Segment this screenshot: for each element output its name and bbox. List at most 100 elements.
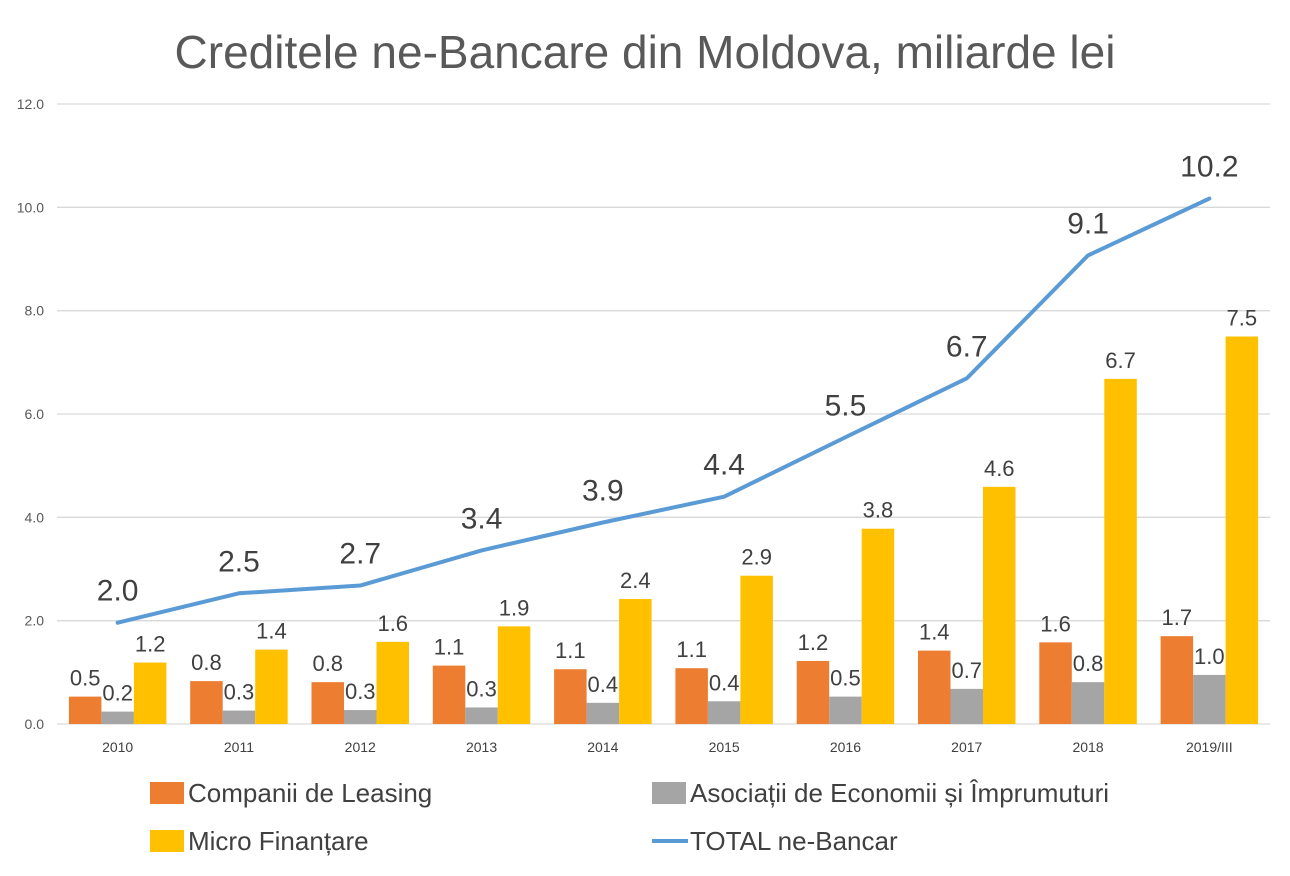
bar-asocia-ii-de-economii-i-mprumuturi (707, 701, 741, 724)
legend-swatch (150, 782, 184, 804)
x-category-label: 2017 (951, 739, 982, 755)
total-data-label: 6.7 (946, 330, 988, 363)
bar-companii-de-leasing (68, 696, 102, 724)
bar-micro-finan-are (497, 626, 531, 724)
data-labels: 0.50.8 0.81.1 1.1 1.1 1.2 1.4 1.6 1.70.2 0.3 0.3 0… (70, 151, 1257, 706)
bar-data-label: 1.0 (1194, 644, 1225, 669)
bar-companii-de-leasing (796, 660, 830, 724)
bar-data-label: 0.8 (312, 651, 343, 676)
x-category-label: 2018 (1072, 739, 1103, 755)
y-tick-label: 10.0 (17, 199, 44, 215)
bar-asocia-ii-de-economii-i-mprumuturi (344, 710, 377, 724)
bar-micro-finan-are (376, 641, 409, 724)
bar-data-label: 0.8 (1073, 651, 1104, 676)
y-tick-label: 0.0 (25, 716, 45, 732)
x-category-label: 2011 (224, 739, 254, 755)
bar-data-label: 0.8 (191, 650, 222, 675)
bar-data-label: 0.2 (102, 681, 133, 706)
bar-micro-finan-are (133, 662, 167, 724)
bars (68, 336, 1259, 724)
bar-data-label: 7.5 (1227, 306, 1258, 331)
total-data-label: 10.2 (1180, 151, 1238, 184)
bar-data-label: 0.5 (70, 666, 101, 691)
legend: Companii de Leasing Asociații de Economii… (150, 778, 1109, 856)
bar-asocia-ii-de-economii-i-mprumuturi (1071, 682, 1105, 724)
bar-data-label: 4.6 (984, 456, 1015, 481)
legend-label: Micro Finanțare (188, 826, 369, 856)
bar-data-label: 1.4 (919, 620, 950, 645)
bar-asocia-ii-de-economii-i-mprumuturi (829, 696, 862, 724)
total-data-label: 2.0 (97, 575, 139, 608)
bar-data-label: 1.1 (555, 638, 586, 663)
total-line (115, 196, 1212, 625)
bar-companii-de-leasing (918, 650, 951, 724)
bar-micro-finan-are (1225, 336, 1259, 724)
y-tick-label: 6.0 (25, 406, 45, 422)
x-category-label: 2010 (102, 739, 133, 755)
x-category-label: 2014 (587, 739, 618, 755)
bar-data-label: 0.4 (709, 670, 740, 695)
legend-swatch (652, 782, 686, 804)
bar-asocia-ii-de-economii-i-mprumuturi (950, 688, 983, 724)
bar-data-label: 0.7 (951, 658, 982, 683)
bar-data-label: 1.6 (1040, 611, 1071, 636)
total-data-label: 5.5 (825, 389, 867, 422)
total-line-layer (115, 196, 1212, 625)
x-category-label: 2019/III (1186, 739, 1233, 755)
bar-micro-finan-are (861, 528, 895, 724)
bar-data-label: 0.5 (830, 666, 861, 691)
bar-data-label: 1.6 (377, 611, 408, 636)
bar-asocia-ii-de-economii-i-mprumuturi (101, 711, 134, 724)
bar-data-label: 2.4 (620, 568, 651, 593)
legend-label: Asociații de Economii și Împrumuturi (690, 778, 1109, 808)
bar-asocia-ii-de-economii-i-mprumuturi (222, 710, 256, 724)
total-data-label: 4.4 (703, 449, 745, 482)
bar-companii-de-leasing (1160, 636, 1194, 724)
total-data-label: 3.4 (461, 502, 503, 535)
bar-data-label: 2.9 (741, 545, 772, 570)
bar-companii-de-leasing (675, 668, 708, 724)
y-tick-label: 4.0 (25, 509, 45, 525)
bar-companii-de-leasing (190, 681, 223, 724)
bar-data-label: 1.9 (499, 595, 530, 620)
legend-label: TOTAL ne-Bancar (690, 826, 898, 856)
x-category-label: 2013 (466, 739, 497, 755)
bar-data-label: 1.2 (135, 632, 166, 657)
y-tick-label: 2.0 (25, 613, 45, 629)
bar-data-label: 1.1 (434, 635, 465, 660)
bar-companii-de-leasing (311, 682, 344, 724)
x-axis-categories: 2010 2011 2012 2013 2014 2015 2016 2017 2018 2019… (102, 739, 1233, 755)
bar-micro-finan-are (983, 486, 1016, 724)
bar-asocia-ii-de-economii-i-mprumuturi (465, 707, 498, 724)
x-category-label: 2015 (709, 739, 740, 755)
total-data-label: 2.5 (218, 545, 260, 578)
bar-companii-de-leasing (432, 665, 466, 724)
bar-micro-finan-are (619, 598, 652, 724)
bar-companii-de-leasing (554, 669, 587, 724)
bar-data-label: 6.7 (1105, 348, 1136, 373)
y-tick-label: 12.0 (17, 96, 44, 112)
bar-data-label: 1.2 (798, 630, 829, 655)
legend-label: Companii de Leasing (188, 778, 432, 808)
bar-micro-finan-are (1104, 378, 1137, 724)
bar-data-label: 0.3 (466, 676, 497, 701)
x-category-label: 2016 (830, 739, 861, 755)
bar-micro-finan-are (255, 649, 288, 724)
bar-data-label: 3.8 (863, 498, 894, 523)
total-data-label: 2.7 (339, 538, 381, 571)
bar-data-label: 1.7 (1162, 605, 1193, 630)
chart-title: Creditele ne-Bancare din Moldova, miliar… (175, 26, 1116, 78)
total-data-label: 3.9 (582, 475, 624, 508)
bar-data-label: 0.4 (588, 672, 619, 697)
bar-data-label: 1.4 (256, 619, 287, 644)
bar-micro-finan-are (740, 575, 773, 724)
y-axis-ticks: 0.0 2.0 4.0 6.0 8.0 10.0 12.0 (17, 96, 44, 732)
legend-swatch (150, 830, 184, 852)
bar-data-label: 0.3 (224, 680, 255, 705)
x-category-label: 2012 (345, 739, 376, 755)
bar-companii-de-leasing (1039, 642, 1072, 724)
y-tick-label: 8.0 (25, 303, 45, 319)
